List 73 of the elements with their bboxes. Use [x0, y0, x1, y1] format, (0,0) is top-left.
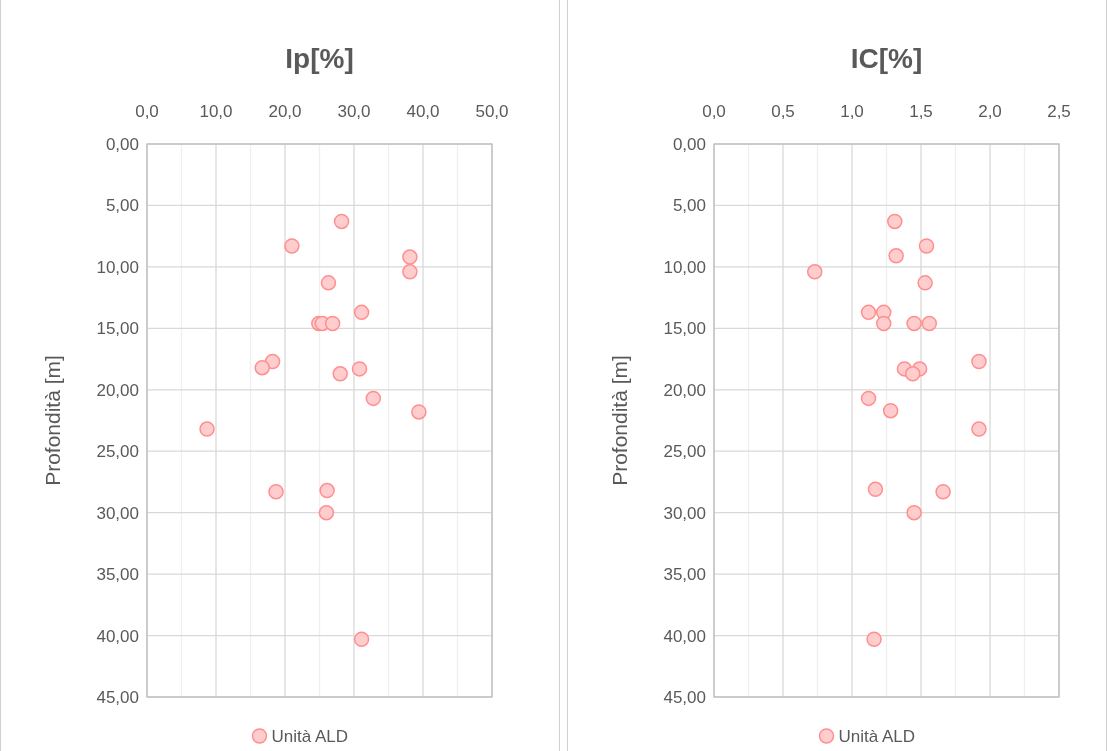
point: [254, 359, 270, 376]
point: [904, 366, 921, 382]
point: [333, 213, 350, 230]
point: [860, 304, 877, 321]
y-tick-label: 25,00: [663, 442, 706, 462]
point: [402, 249, 418, 265]
point: [888, 248, 904, 264]
point: [935, 484, 951, 500]
y-tick-label: 30,00: [96, 503, 139, 523]
y-tick-label: 40,00: [663, 626, 706, 646]
y-tick-label: 20,00: [663, 380, 706, 400]
x-tick-label: 2,5: [1047, 102, 1071, 121]
point: [353, 304, 370, 321]
point: [921, 315, 938, 332]
y-tick-label: 10,00: [96, 257, 139, 277]
point: [875, 315, 892, 332]
point: [917, 275, 933, 291]
point: [887, 213, 903, 230]
legend-label: Unità ALD: [271, 727, 349, 746]
x-tick-label: 30,0: [337, 102, 371, 121]
point: [324, 315, 341, 332]
y-tick-label: 15,00: [96, 319, 139, 339]
y-axis-title: Profondità [m]: [608, 355, 631, 486]
y-tick-label: 5,00: [105, 196, 139, 216]
point: [906, 504, 922, 521]
x-tick-label: 2,0: [978, 102, 1002, 121]
y-tick-label: 20,00: [96, 380, 139, 400]
chart-title: IC[%]: [850, 43, 923, 74]
x-tick-label: 1,5: [909, 102, 933, 121]
y-tick-label: 10,00: [663, 257, 706, 277]
point: [365, 390, 382, 407]
point: [882, 402, 899, 419]
y-tick-label: 35,00: [96, 565, 139, 585]
x-tick-label: 1,0: [840, 102, 864, 121]
x-tick-label: 0,0: [702, 102, 726, 121]
x-tick-label: 0,0: [135, 102, 159, 121]
y-axis-title: Profondità [m]: [41, 355, 64, 486]
legend-label: Unità ALD: [838, 727, 916, 746]
y-tick-label: 45,00: [663, 688, 706, 707]
point: [351, 361, 368, 377]
point: [199, 421, 215, 437]
y-tick-label: 25,00: [96, 442, 139, 462]
point: [284, 238, 300, 254]
point: [906, 315, 922, 332]
x-tick-label: 10,0: [199, 102, 233, 121]
y-tick-label: 15,00: [663, 319, 706, 339]
point: [867, 481, 884, 498]
point: [353, 631, 370, 647]
y-tick-label: 5,00: [672, 196, 706, 216]
y-tick-label: 30,00: [663, 503, 706, 523]
point: [806, 264, 823, 280]
x-tick-label: 0,5: [771, 102, 795, 121]
point: [971, 353, 987, 370]
x-tick-label: 40,0: [406, 102, 440, 121]
x-tick-label: 20,0: [268, 102, 302, 121]
point: [268, 484, 284, 500]
point: [971, 421, 987, 437]
chart-title: Ip[%]: [285, 43, 354, 74]
point: [411, 404, 427, 420]
y-tick-label: 45,00: [96, 688, 139, 707]
point: [319, 482, 335, 499]
point: [918, 238, 935, 254]
y-tick-label: 40,00: [96, 626, 139, 646]
point: [402, 264, 418, 280]
point: [320, 275, 337, 291]
y-tick-label: 0,00: [672, 135, 706, 154]
point: [860, 390, 877, 407]
y-tick-label: 0,00: [105, 135, 139, 154]
x-tick-label: 50,0: [475, 102, 509, 121]
point: [866, 631, 882, 647]
point: [332, 366, 348, 382]
point: [318, 504, 335, 521]
y-tick-label: 35,00: [663, 565, 706, 585]
